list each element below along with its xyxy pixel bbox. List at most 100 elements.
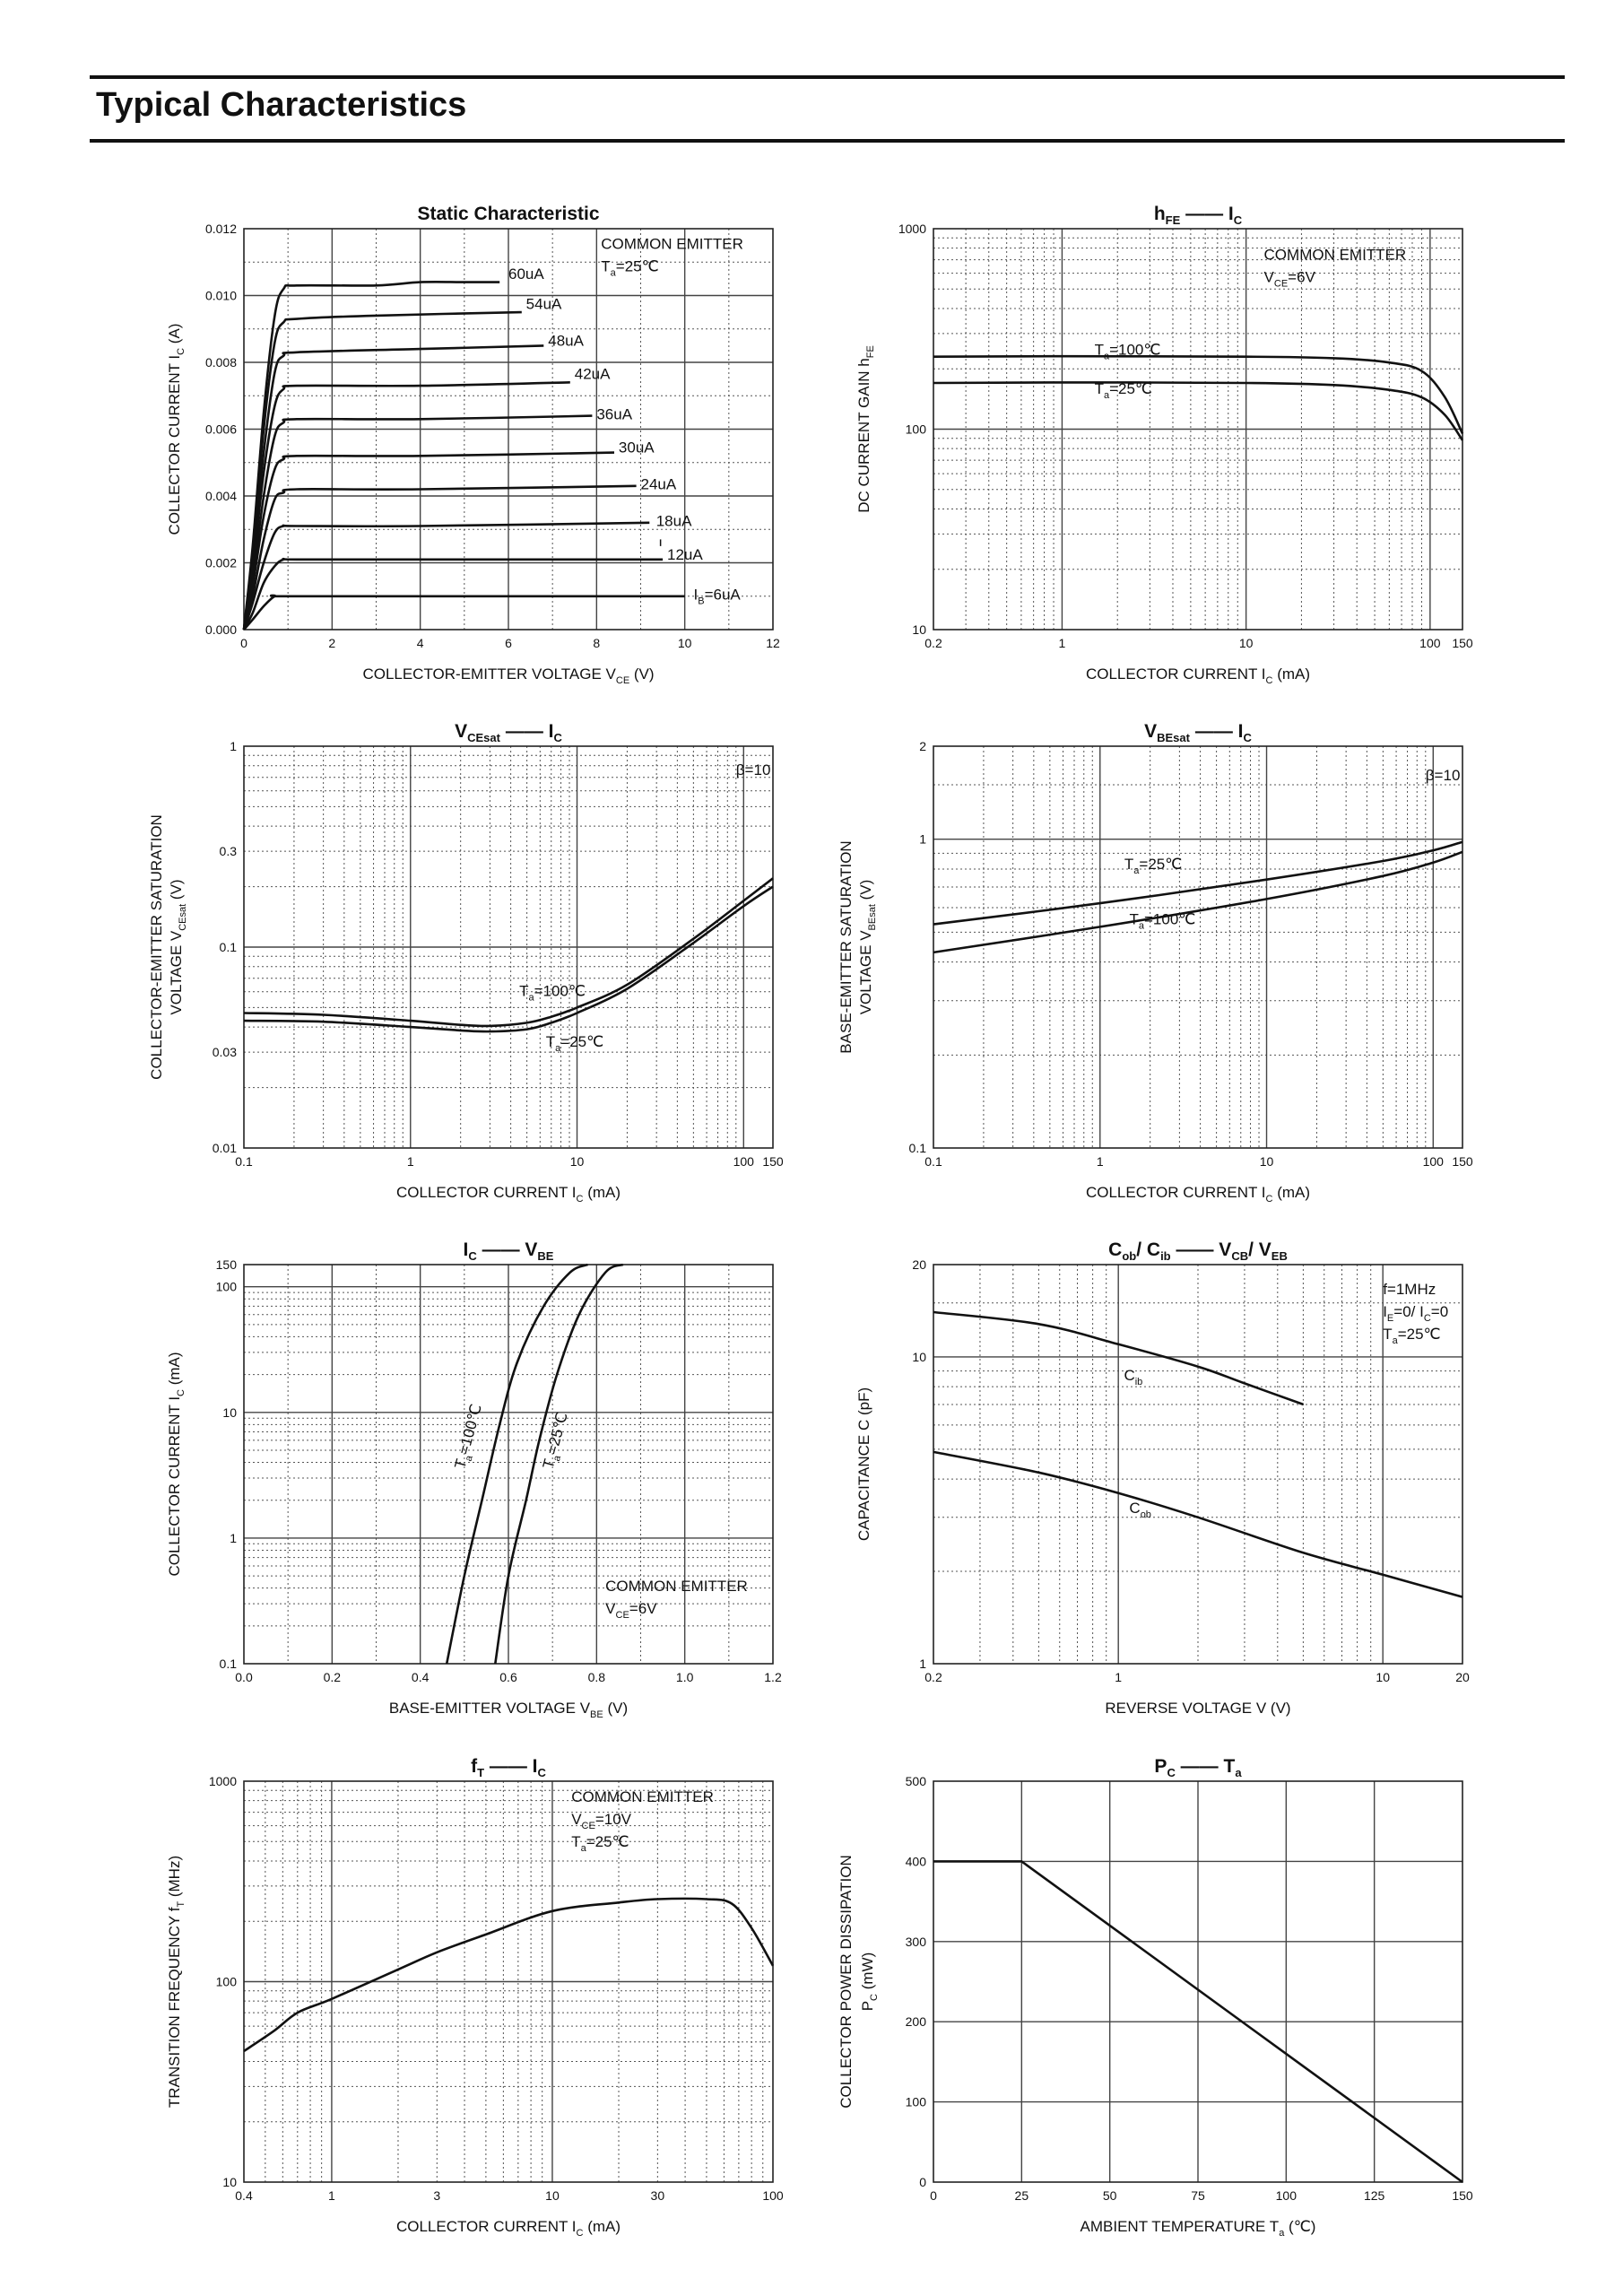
vcesat-x-axis-label: COLLECTOR CURRENT IC (mA) [396, 1184, 621, 1205]
cap-x-tick-label: 1 [1115, 1670, 1122, 1684]
svg-text:COLLECTOR POWER DISSIPATION: COLLECTOR POWER DISSIPATION [838, 1855, 855, 2108]
static-series-12ua [242, 557, 664, 631]
icvbe-annotation: COMMON EMITTER [605, 1578, 748, 1595]
static-y-tick-label: 0.004 [205, 489, 237, 503]
static-y-tick-label: 0.000 [205, 622, 237, 637]
hfe-series-ta-100 [933, 354, 1464, 435]
ft-x-tick-label: 0.4 [235, 2188, 253, 2203]
static-series-30ua [242, 451, 615, 631]
ft-annotation: COMMON EMITTER [571, 1788, 714, 1805]
pc-y-tick-label: 400 [906, 1854, 927, 1868]
hfe-x-axis-label: COLLECTOR CURRENT IC (mA) [1086, 665, 1310, 686]
ft-plot-frame [243, 1780, 774, 2183]
cap-y-tick-label: 20 [912, 1257, 926, 1272]
cap-y-tick-label: 10 [912, 1350, 926, 1364]
icvbe-x-tick-label: 1.2 [764, 1670, 782, 1684]
vcesat-y-tick-label: 0.03 [213, 1045, 237, 1059]
static-series-label: 24uA [641, 476, 677, 493]
vbesat-series-label: Ta=25℃ [1124, 856, 1182, 876]
icvbe-series-ta-100 [445, 1263, 589, 1665]
vbesat-x-axis-label: COLLECTOR CURRENT IC (mA) [1086, 1184, 1310, 1205]
cap-y-tick-label: 1 [919, 1657, 926, 1671]
vbesat-y-axis-label: BASE-EMITTER SATURATION VOLTAGE VBEsat (V… [838, 840, 878, 1053]
cap-x-tick-label: 10 [1376, 1670, 1390, 1684]
pc-x-tick-label: 100 [1276, 2188, 1298, 2203]
pc-y-tick-label: 200 [906, 2014, 927, 2029]
vcesat-x-tick-label: 100 [733, 1154, 755, 1169]
icvbe-chart-title: IC —— VBE [464, 1239, 554, 1263]
hfe-y-tick-label: 1000 [898, 222, 926, 236]
icvbe-x-axis-label: BASE-EMITTER VOLTAGE VBE (V) [389, 1700, 628, 1720]
pc-x-tick-label: 125 [1364, 2188, 1385, 2203]
cap-x-axis-label: REVERSE VOLTAGE V (V) [1105, 1700, 1290, 1717]
hfe-x-tick-label: 0.2 [924, 636, 942, 650]
pc-series-pc [933, 1860, 1463, 2184]
vcesat-y-tick-label: 0.01 [213, 1141, 237, 1155]
static-y-axis-label: COLLECTOR CURRENT IC (A) [166, 324, 187, 535]
cap-annotation: f=1MHz [1383, 1281, 1436, 1298]
static-annotation: Ta=25℃ [601, 257, 658, 278]
static-x-tick-label: 2 [328, 636, 335, 650]
ft-chart-title: fT —— IC [471, 1756, 546, 1779]
ft-y-tick-label: 100 [216, 1975, 238, 1989]
vbesat-series-ta-25 [933, 840, 1463, 926]
static-chart-title: Static Characteristic [417, 204, 599, 224]
pc-x-tick-label: 50 [1103, 2188, 1117, 2203]
static-y-tick-label: 0.008 [205, 355, 237, 370]
vcesat-y-tick-label: 1 [230, 739, 237, 753]
cap-x-tick-label: 0.2 [924, 1670, 942, 1684]
vcesat-series-ta-100 [243, 877, 774, 1028]
pc-x-tick-label: 25 [1015, 2188, 1029, 2203]
icvbe-series-ta-25 [494, 1263, 624, 1665]
cap-series-label: Cob [1129, 1500, 1151, 1520]
icvbe-x-tick-label: 1.0 [676, 1670, 694, 1684]
ft-x-tick-label: 30 [651, 2188, 665, 2203]
vbesat-y-tick-label: 2 [919, 739, 926, 753]
static-series-6ua [243, 594, 685, 631]
vbesat-y-tick-label: 1 [919, 832, 926, 847]
pc-y-tick-label: 500 [906, 1774, 927, 1788]
hfe-annotation: COMMON EMITTER [1264, 247, 1407, 264]
ft-y-tick-label: 1000 [209, 1774, 237, 1788]
pc-x-tick-label: 150 [1452, 2188, 1473, 2203]
icvbe-plot-frame [243, 1264, 774, 1665]
vbesat-annotation: β=10 [1426, 767, 1461, 784]
static-series-36ua [242, 414, 593, 631]
static-x-axis-label: COLLECTOR-EMITTER VOLTAGE VCE (V) [362, 665, 654, 686]
svg-text:CAPACITANCE C (pF): CAPACITANCE C (pF) [855, 1387, 872, 1541]
vcesat-series-ta-25 [243, 885, 774, 1033]
hfe-y-tick-label: 10 [912, 622, 926, 637]
static-x-tick-label: 8 [593, 636, 600, 650]
hfe-series-ta-25 [933, 381, 1464, 441]
static-series-label: 48uA [548, 332, 584, 349]
icvbe-annotation: VCE=6V [605, 1600, 657, 1621]
pc-x-tick-label: 0 [930, 2188, 937, 2203]
svg-text:VOLTAGE VCEsat (V): VOLTAGE VCEsat (V) [168, 879, 188, 1014]
ft-x-axis-label: COLLECTOR CURRENT IC (mA) [396, 2218, 621, 2239]
vbesat-x-tick-label: 10 [1260, 1154, 1274, 1169]
hfe-x-tick-label: 100 [1419, 636, 1441, 650]
cap-y-axis-label: CAPACITANCE C (pF) [855, 1387, 872, 1541]
icvbe-y-tick-label: 10 [222, 1405, 237, 1420]
vcesat-chart-title: VCEsat —— IC [455, 721, 562, 744]
hfe-annotation: VCE=6V [1264, 269, 1316, 290]
static-y-tick-label: 0.012 [205, 222, 237, 236]
static-series-18ua [242, 521, 650, 631]
icvbe-y-tick-label: 1 [230, 1531, 237, 1545]
svg-text:TRANSITION FREQUENCY fT: TRANSITION FREQUENCY fT (MHz) [166, 1856, 187, 2108]
vbesat-chart-title: VBEsat —— IC [1144, 721, 1252, 744]
svg-text:COLLECTOR CURRENT IC (mA: COLLECTOR CURRENT IC (mA) [166, 1352, 187, 1576]
vbesat-plot-frame [933, 745, 1463, 1149]
static-x-tick-label: 12 [766, 636, 780, 650]
vbesat-x-tick-label: 0.1 [924, 1154, 942, 1169]
vbesat-y-tick-label: 0.1 [909, 1141, 927, 1155]
vcesat-annotation: β=10 [736, 761, 771, 778]
vcesat-series-label: Ta=100℃ [519, 983, 586, 1004]
pc-chart-title: PC —— Ta [1154, 1756, 1242, 1779]
